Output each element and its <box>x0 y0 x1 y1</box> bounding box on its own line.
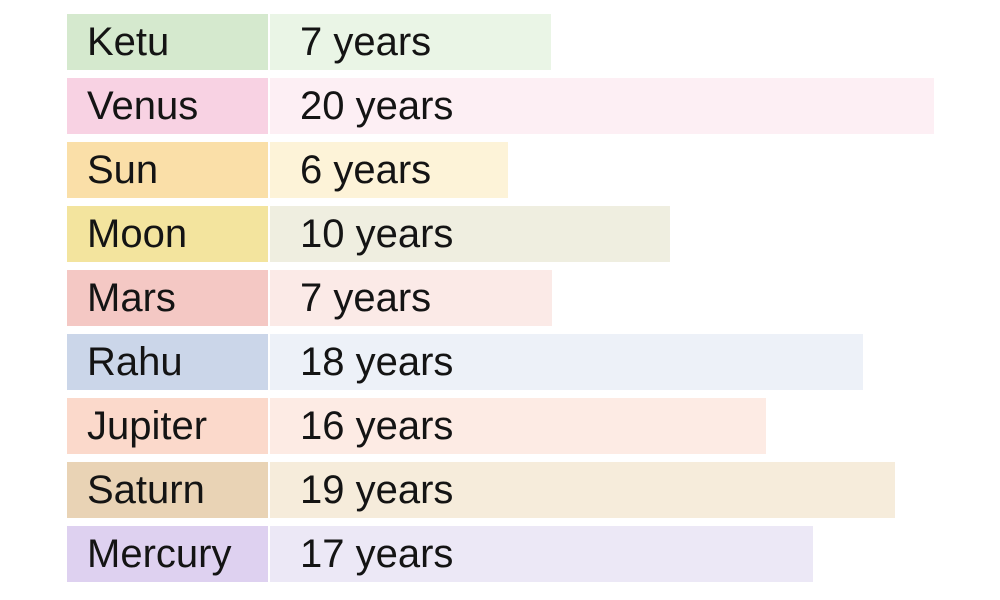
duration-text: 16 years <box>300 404 454 448</box>
duration-bar: 20 years <box>270 78 934 134</box>
planet-name: Saturn <box>87 468 205 512</box>
planet-label-chip: Mercury <box>67 526 268 582</box>
planet-name: Venus <box>87 84 199 128</box>
duration-bar: 10 years <box>270 206 670 262</box>
planet-label-chip: Sun <box>67 142 268 198</box>
planet-name: Moon <box>87 212 188 256</box>
planet-label-chip: Ketu <box>67 14 268 70</box>
planet-name: Mercury <box>87 532 232 576</box>
planet-name: Ketu <box>87 20 170 64</box>
planet-label-chip: Moon <box>67 206 268 262</box>
duration-bar: 17 years <box>270 526 813 582</box>
chart-row: Mercury 17 years <box>0 526 1000 582</box>
chart-row: Jupiter 16 years <box>0 398 1000 454</box>
duration-text: 20 years <box>300 84 454 128</box>
duration-bar: 16 years <box>270 398 766 454</box>
chart-row: Rahu 18 years <box>0 334 1000 390</box>
planet-name: Jupiter <box>87 404 208 448</box>
chart-row: Moon 10 years <box>0 206 1000 262</box>
planet-name: Mars <box>87 276 176 320</box>
duration-text: 7 years <box>300 20 432 64</box>
chart-row: Mars 7 years <box>0 270 1000 326</box>
duration-bar: 7 years <box>270 14 551 70</box>
planet-label-chip: Jupiter <box>67 398 268 454</box>
planet-label-chip: Rahu <box>67 334 268 390</box>
chart-row: Venus 20 years <box>0 78 1000 134</box>
duration-text: 17 years <box>300 532 454 576</box>
duration-bar: 18 years <box>270 334 863 390</box>
duration-text: 19 years <box>300 468 454 512</box>
planet-label-chip: Venus <box>67 78 268 134</box>
duration-text: 7 years <box>300 276 432 320</box>
duration-text: 6 years <box>300 148 432 192</box>
duration-bar: 19 years <box>270 462 895 518</box>
chart-row: Sun 6 years <box>0 142 1000 198</box>
planet-label-chip: Mars <box>67 270 268 326</box>
duration-text: 18 years <box>300 340 454 384</box>
chart-row: Ketu 7 years <box>0 14 1000 70</box>
duration-bar: 7 years <box>270 270 552 326</box>
planet-name: Rahu <box>87 340 183 384</box>
chart-row: Saturn 19 years <box>0 462 1000 518</box>
planet-name: Sun <box>87 148 159 192</box>
duration-bar: 6 years <box>270 142 508 198</box>
duration-text: 10 years <box>300 212 454 256</box>
planet-label-chip: Saturn <box>67 462 268 518</box>
